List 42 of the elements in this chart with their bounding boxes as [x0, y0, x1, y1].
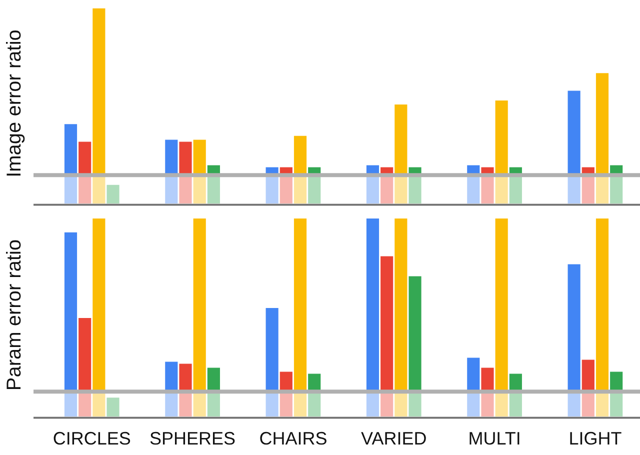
bar	[380, 256, 394, 418]
bar	[394, 104, 408, 204]
bar	[193, 140, 206, 204]
bar	[106, 398, 120, 418]
x-tick-label: CHAIRS	[259, 428, 328, 448]
bar	[64, 124, 78, 204]
bar	[78, 142, 92, 204]
bar	[266, 308, 278, 418]
bar	[207, 368, 220, 418]
y-axis-title: Param error ratio	[4, 239, 26, 391]
bar	[481, 368, 494, 418]
bar	[568, 90, 580, 204]
bar	[64, 232, 78, 418]
bar	[165, 362, 178, 418]
bar	[366, 218, 380, 418]
bar	[179, 364, 192, 418]
bar	[106, 184, 120, 204]
bar	[495, 218, 508, 418]
bar	[495, 100, 508, 204]
x-tick-label: LIGHT	[568, 428, 622, 448]
bar	[165, 140, 178, 204]
bar	[193, 218, 206, 418]
bar	[582, 360, 594, 418]
bar	[294, 218, 307, 418]
bar	[568, 264, 580, 418]
bar	[294, 136, 307, 204]
bar	[408, 167, 422, 204]
bar	[596, 218, 609, 418]
bar	[179, 142, 192, 204]
bar	[92, 218, 106, 418]
x-tick-label: SPHERES	[150, 428, 236, 448]
bar	[394, 218, 408, 418]
y-axis-title: Image error ratio	[4, 30, 26, 178]
bar	[408, 276, 422, 418]
bar	[467, 358, 480, 418]
bar	[481, 167, 494, 204]
x-tick-label: VARIED	[361, 428, 427, 448]
bar	[78, 318, 92, 418]
x-tick-label: CIRCLES	[52, 428, 131, 448]
x-tick-label: MULTI	[468, 428, 521, 448]
bar	[92, 8, 106, 204]
bar	[596, 73, 609, 204]
